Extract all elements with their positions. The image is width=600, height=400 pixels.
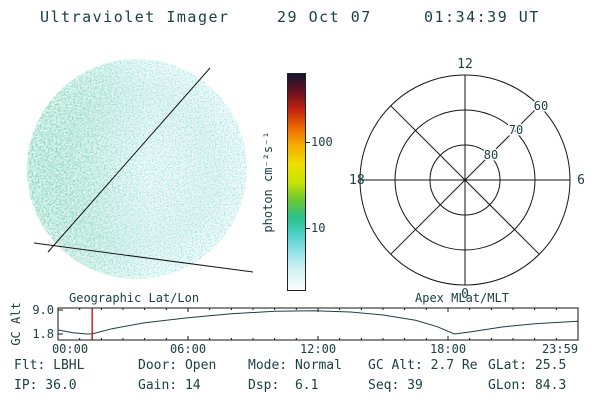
disk-caption: Geographic Lat/Lon: [69, 291, 200, 305]
colorbar-tick-label-100: 100: [311, 135, 333, 149]
header-date: 29 Oct 07: [277, 8, 372, 26]
geo-gridline-meridian: [47, 67, 211, 253]
colorbar-tick-10: [305, 228, 310, 229]
gc-alt-strip-chart: 9.0 1.8 GC Alt 00:00 06:00 12:00 18:00 2…: [9, 302, 579, 356]
xtick-label-1200: 12:00: [300, 342, 336, 356]
xtick-label-0600: 06:00: [170, 342, 206, 356]
uv-disk-image: [27, 59, 254, 279]
colorbar-tick-100: [305, 142, 310, 143]
polar-hour-label-6: 6: [577, 173, 585, 188]
polar-hour-label-18: 18: [349, 173, 365, 188]
xtick-label-2359: 23:59: [542, 342, 578, 356]
xtick-label-1800: 18:00: [430, 342, 466, 356]
polar-spokes: [360, 75, 570, 285]
polar-hour-label-12: 12: [457, 57, 473, 72]
strip-y-axis-title: GC Alt: [9, 302, 23, 345]
polar-lat-label-70: 70: [509, 123, 523, 137]
uv-speckle-layer: [27, 59, 247, 279]
ytick-label-1-8: 1.8: [32, 327, 54, 341]
status-flt: Flt: LBHL: [14, 358, 85, 373]
ytick-label-9: 9.0: [32, 303, 54, 317]
polar-hour-label-0: 0: [461, 287, 469, 302]
status-ip: IP: 36.0: [14, 378, 77, 393]
status-dsp: Dsp: 6.1: [248, 378, 319, 393]
status-seq: Seq: 39: [368, 378, 423, 393]
xtick-label-0000: 00:00: [52, 342, 88, 356]
colorbar-tick-label-10: 10: [311, 221, 326, 235]
apex-polar-plot: 12 18 6 0 60 70 80: [349, 57, 585, 302]
colorbar-gradient: [287, 73, 306, 291]
polar-lat-label-60: 60: [534, 99, 548, 113]
status-glon: GLon: 84.3: [488, 378, 567, 393]
header-time: 01:34:39 UT: [424, 8, 540, 26]
status-gcalt: GC Alt: 2.7 Re: [368, 358, 478, 373]
polar-lat-label-80: 80: [484, 148, 498, 162]
orbit-altitude-curve: [57, 310, 578, 335]
status-mode: Mode: Normal: [248, 358, 342, 373]
status-glat: GLat: 25.5: [488, 358, 567, 373]
app-title: Ultraviolet Imager: [40, 8, 230, 26]
polar-caption: Apex MLat/MLT: [415, 291, 509, 305]
colorbar-unit-label: photon cm⁻²s⁻¹: [261, 131, 275, 233]
status-door: Door: Open: [138, 358, 217, 373]
geo-gridline-parallel: [33, 242, 254, 273]
status-gain: Gain: 14: [138, 378, 201, 393]
